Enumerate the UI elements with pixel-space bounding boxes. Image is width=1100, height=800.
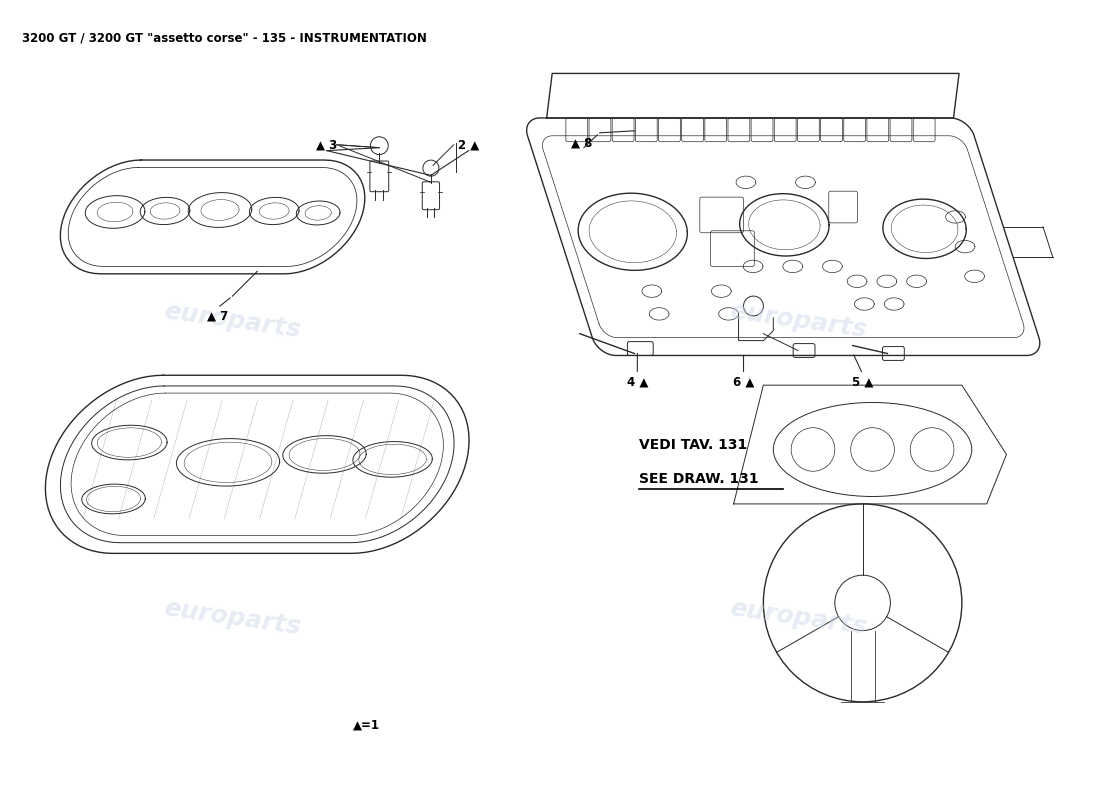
- Text: 6 ▲: 6 ▲: [733, 376, 755, 389]
- Text: 2 ▲: 2 ▲: [458, 138, 480, 151]
- Text: 3200 GT / 3200 GT "assetto corse" - 135 - INSTRUMENTATION: 3200 GT / 3200 GT "assetto corse" - 135 …: [22, 32, 427, 45]
- Text: ▲ 3: ▲ 3: [316, 138, 338, 151]
- Text: europarts: europarts: [163, 596, 302, 639]
- Text: ▲ 8: ▲ 8: [571, 136, 593, 150]
- Text: europarts: europarts: [728, 299, 868, 342]
- Text: 4 ▲: 4 ▲: [627, 376, 648, 389]
- Text: VEDI TAV. 131: VEDI TAV. 131: [639, 438, 748, 451]
- Text: europarts: europarts: [728, 596, 868, 639]
- Text: ▲ 7: ▲ 7: [207, 310, 228, 322]
- Text: 5 ▲: 5 ▲: [851, 376, 873, 389]
- Text: europarts: europarts: [163, 299, 302, 342]
- Text: SEE DRAW. 131: SEE DRAW. 131: [639, 472, 759, 486]
- Text: ▲=1: ▲=1: [353, 718, 380, 731]
